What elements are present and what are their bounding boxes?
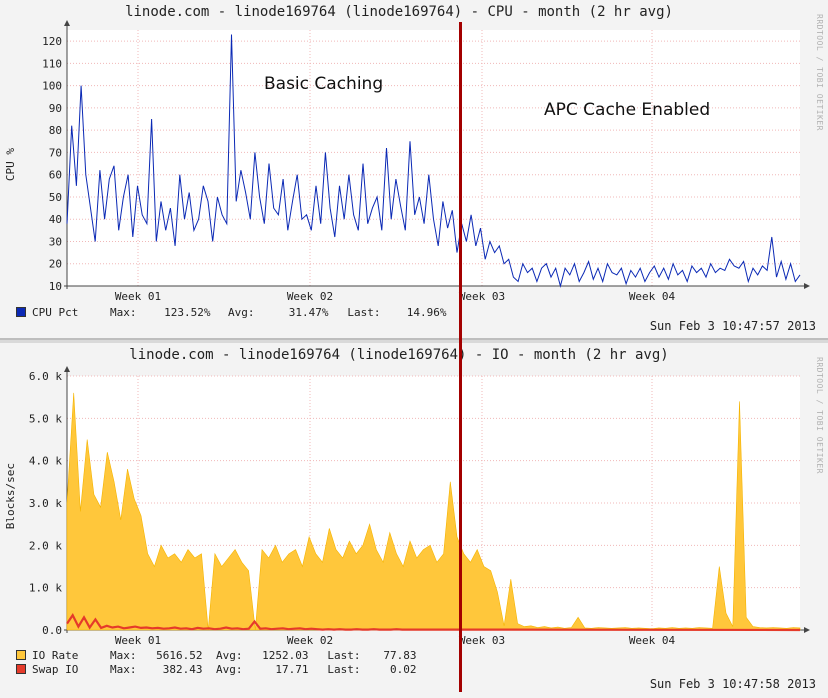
swap-io-avg-label: Avg: — [216, 663, 243, 676]
cpu-y-tick-label: 40 — [49, 213, 62, 226]
cpu-chart-plot: 10 20 30 40 50 60 70 80 90 100 110 120 Week 01 Week 0… — [42, 20, 810, 303]
swap-io-last-label: Last: — [327, 663, 361, 676]
cpu-x-tick-label: Week 04 — [629, 290, 676, 303]
annotation-basic-caching: Basic Caching — [264, 74, 384, 94]
swap-io-last-value: 0.02 — [390, 663, 417, 676]
io-x-tick-label: Week 03 — [459, 634, 505, 647]
cpu-avg-value: 31.47% — [288, 306, 329, 319]
io-rate-avg-label: Avg: — [216, 649, 243, 662]
io-rate-last-label: Last: — [327, 649, 361, 662]
io-rate-series-area — [66, 392, 801, 631]
io-y-tick-label: 4.0 k — [29, 455, 62, 468]
cpu-max-label: Max: — [110, 306, 137, 319]
swap-io-max-label: Max: — [110, 663, 137, 676]
swap-io-legend-swatch — [16, 664, 26, 674]
io-chart-plot: 0.0 1.0 k 2.0 k 3.0 k 4.0 k 5.0 k 6.0 k Week 01… — [29, 366, 810, 647]
cpu-y-tick-label: 90 — [49, 102, 62, 115]
io-rate-avg-value: 1252.03 — [262, 649, 309, 662]
io-panel: linode.com - linode169764 (linode169764)… — [0, 343, 828, 698]
cpu-y-tick-label: 60 — [49, 169, 62, 182]
swap-io-max-value: 382.43 — [162, 663, 203, 676]
io-x-tick-label: Week 01 — [115, 634, 161, 647]
cpu-legend-name: CPU Pct — [32, 306, 79, 319]
io-y-tick-label: 1.0 k — [29, 582, 62, 595]
cpu-panel: linode.com - linode169764 (linode169764)… — [0, 0, 828, 340]
io-y-axis-arrow — [64, 366, 70, 372]
io-legend-row-swap: Swap IO Max: 382.43 Avg: 17.71 Last: 0.02 — [16, 663, 417, 676]
cpu-y-tick-label: 120 — [42, 35, 62, 48]
cpu-y-tick-label: 50 — [49, 191, 62, 204]
io-rate-max-value: 5616.52 — [156, 649, 203, 662]
io-y-tick-label: 5.0 k — [29, 412, 62, 425]
cpu-pct-series-line — [66, 34, 801, 288]
io-rate-last-value: 77.83 — [383, 649, 417, 662]
cpu-x-axis-arrow — [804, 283, 810, 289]
io-chart-title: linode.com - linode169764 (linode169764)… — [129, 347, 669, 363]
io-x-axis-arrow — [804, 627, 810, 633]
cache-change-marker-line — [459, 22, 462, 692]
cpu-max-value: 123.52% — [164, 306, 211, 319]
cpu-y-tick-label: 70 — [49, 146, 62, 159]
cpu-last-label: Last: — [347, 306, 381, 319]
annotation-apc-cache-enabled: APC Cache Enabled — [544, 100, 711, 120]
cpu-y-tick-label: 30 — [49, 235, 62, 248]
cpu-y-tick-label: 10 — [49, 280, 62, 293]
cpu-x-tick-label: Week 02 — [287, 290, 333, 303]
io-y-tick-label: 3.0 k — [29, 497, 62, 510]
cpu-y-axis-arrow — [64, 20, 70, 26]
rrdtool-credit-io: RRDTOOL / TOBI OETIKER — [815, 357, 824, 474]
cpu-legend-swatch — [16, 307, 26, 317]
io-rate-legend-swatch — [16, 650, 26, 660]
rrdtool-credit: RRDTOOL / TOBI OETIKER — [815, 14, 824, 131]
cpu-y-tick-label: 80 — [49, 124, 62, 137]
io-x-tick-label: Week 02 — [287, 634, 333, 647]
swap-io-avg-value: 17.71 — [275, 663, 309, 676]
io-y-tick-label: 2.0 k — [29, 539, 62, 552]
cpu-y-tick-label: 100 — [42, 80, 62, 93]
io-y-tick-label: 6.0 k — [29, 370, 62, 383]
cpu-plot-area — [67, 30, 800, 286]
cpu-timestamp: Sun Feb 3 10:47:57 2013 — [649, 319, 816, 333]
cpu-legend-row: CPU Pct Max: 123.52% Avg: 31.47% Last: 14.96% — [16, 306, 447, 319]
swap-io-series-line — [66, 613, 801, 632]
io-legend-row-rate: IO Rate Max: 5616.52 Avg: 1252.03 Last: 77.83 — [16, 649, 417, 662]
cpu-x-tick-label: Week 01 — [115, 290, 161, 303]
cpu-y-tick-label: 20 — [49, 258, 62, 271]
swap-io-legend-name: Swap IO — [32, 663, 79, 676]
io-rate-max-label: Max: — [110, 649, 137, 662]
cpu-chart-title: linode.com - linode169764 (linode169764)… — [125, 4, 673, 20]
io-timestamp: Sun Feb 3 10:47:58 2013 — [649, 677, 816, 691]
io-rate-legend-name: IO Rate — [32, 649, 79, 662]
cpu-x-tick-label: Week 03 — [459, 290, 505, 303]
io-x-tick-label: Week 04 — [629, 634, 676, 647]
cpu-avg-label: Avg: — [228, 306, 255, 319]
io-y-tick-label: 0.0 — [42, 624, 62, 637]
cpu-y-tick-label: 110 — [42, 57, 62, 70]
cpu-last-value: 14.96% — [406, 306, 447, 319]
